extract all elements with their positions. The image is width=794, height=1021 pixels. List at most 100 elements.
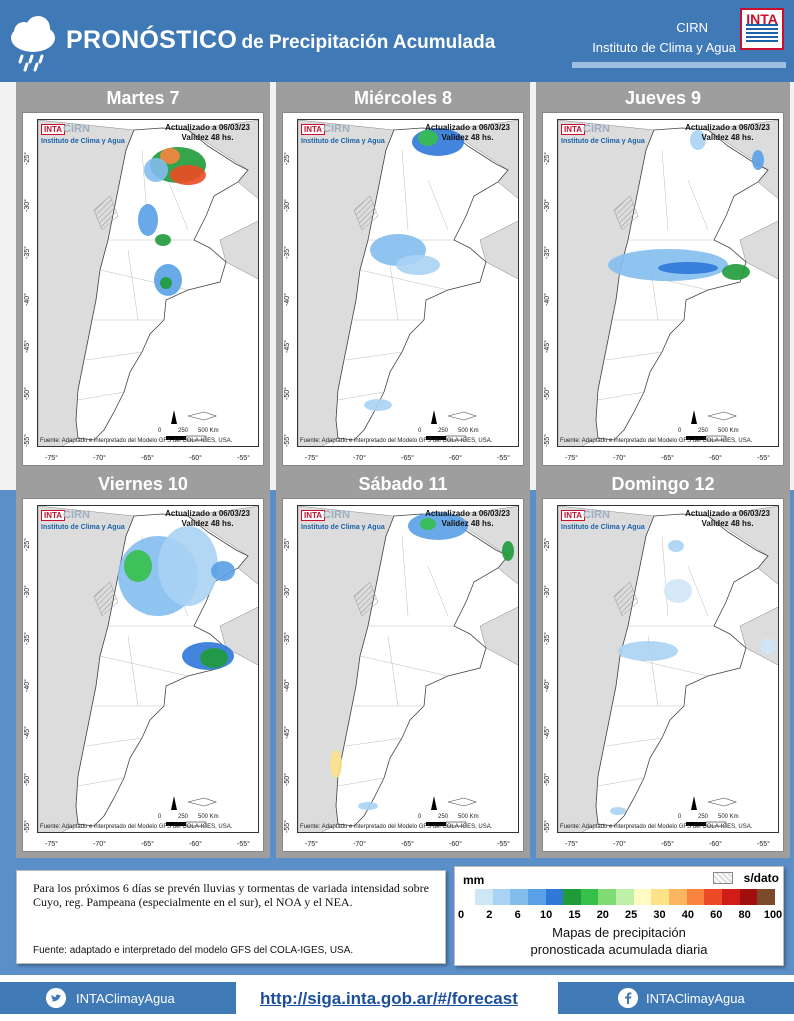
lat-tick: -45° [24,726,31,739]
lat-tick: -50° [544,773,551,786]
scale-label-0: 0 [158,814,162,820]
panel-day-title: Domingo 12 [611,474,715,494]
map-updated: Actualizado a 06/03/23 [685,509,770,518]
lat-tick: -25° [24,152,31,165]
map-frame: INTA CIRN Instituto de Clima y Agua Actuali… [557,505,779,833]
lon-tick: -55° [757,455,770,462]
map-source: Fuente: Adaptado e interpretado del Mode… [40,438,233,444]
lat-tick: -35° [544,632,551,645]
lat-tick: -30° [544,585,551,598]
map-source: Fuente: Adaptado e interpretado del Mode… [40,824,233,830]
lat-tick: -30° [284,199,291,212]
lon-tick: -70° [353,455,366,462]
lon-tick: -65° [141,455,154,462]
twitter-bar[interactable]: INTAClimayAgua [0,982,236,1014]
map-validity: Validez 48 hs. [701,133,754,142]
footer: INTAClimayAgua http://siga.inta.gob.ar/#… [0,975,794,1021]
map-inta-logo: INTA [561,124,586,135]
legend-tick: 40 [681,909,695,921]
lon-tick: -60° [449,841,462,848]
lon-tick: -60° [189,455,202,462]
map-validity: Validez 48 hs. [441,133,494,142]
map-validity: Validez 48 hs. [441,519,494,528]
facebook-bar[interactable]: INTAClimayAgua [558,982,794,1014]
forecast-panel: Martes 7 INTA CIRN Instituto de Clima y Ag… [16,82,270,472]
map-inta-logo: INTA [41,124,66,135]
map-update-info: Actualizado a 06/03/23 Validez 48 hs. [425,509,510,529]
lon-tick: -70° [613,841,626,848]
lon-tick: -75° [45,841,58,848]
forecast-link[interactable]: http://siga.inta.gob.ar/#/forecast [260,989,518,1008]
lon-tick: -55° [237,841,250,848]
scale-label-500: 500 Km [718,428,739,434]
lat-tick: -45° [24,340,31,353]
precip-legend: mm s/dato 0 2 6 10 15 20 25 30 40 60 80 100 Mapas d… [454,866,784,966]
legend-tick: 6 [514,909,521,921]
inta-logo: INTA [740,8,784,50]
lat-tick: -40° [544,293,551,306]
legend-swatch [757,889,775,905]
map-cirn-label: CIRN [323,123,350,135]
lat-tick: -50° [24,387,31,400]
summary-text: Para los próximos 6 días se prevén lluvi… [33,881,429,909]
lat-tick: -25° [284,152,291,165]
forecast-panel: Jueves 9 INTA CIRN Instituto de Clima y Ag… [536,82,790,472]
lat-tick: -30° [544,199,551,212]
inta-logo-text: INTA [746,11,778,27]
lon-tick: -65° [661,841,674,848]
scale-label-0: 0 [158,428,162,434]
lat-tick: -40° [24,679,31,692]
argentina-map [558,120,778,446]
map-institute-label: Instituto de Clima y Agua [41,524,125,531]
lon-tick: -60° [189,841,202,848]
legend-swatch [510,889,528,905]
map-updated: Actualizado a 06/03/23 [165,509,250,518]
lat-tick: -30° [24,585,31,598]
legend-swatch [633,889,652,905]
legend-swatch [545,889,564,905]
map-source: Fuente: Adaptado e interpretado del Mode… [300,824,493,830]
legend-tick: 25 [625,909,638,921]
lat-tick: -40° [284,293,291,306]
lat-tick: -25° [544,538,551,551]
twitter-handle: INTAClimayAgua [76,991,175,1006]
legend-color-bar [475,889,775,905]
forecast-panel: Viernes 10 INTA CIRN Instituto de Clima y … [16,468,270,858]
legend-tick: 60 [710,909,723,921]
map-updated: Actualizado a 06/03/23 [165,123,250,132]
map-update-info: Actualizado a 06/03/23 Validez 48 hs. [165,509,250,529]
map-update-info: Actualizado a 06/03/23 Validez 48 hs. [685,123,770,143]
argentina-map [558,506,778,832]
legend-swatch [492,889,511,905]
title-sub: de Precipitación Acumulada [241,32,496,53]
scale-label-0: 0 [418,428,422,434]
lat-tick: -35° [544,246,551,259]
scale-label-500: 500 Km [458,814,479,820]
legend-swatch [598,889,617,905]
precip-map: INTA CIRN Instituto de Clima y Agua Actuali… [282,498,524,852]
legend-tick: 30 [653,909,666,921]
forecast-panel: Miércoles 8 INTA CIRN Instituto de Clima y… [276,82,530,472]
map-source: Fuente: Adaptado e interpretado del Mode… [300,438,493,444]
panel-day-title: Sábado 11 [358,474,448,494]
legend-swatch [616,889,634,905]
legend-swatch [721,889,740,905]
forecast-panel: Domingo 12 INTA CIRN Instituto de Clima y … [536,468,790,858]
map-inta-logo: INTA [561,510,586,521]
summary-box: Para los próximos 6 días se prevén lluvi… [16,870,446,964]
map-cirn-label: CIRN [63,509,90,521]
legend-caption-1: Mapas de precipitación [552,925,686,940]
lon-tick: -65° [661,455,674,462]
lat-tick: -55° [284,820,291,833]
twitter-icon [46,988,66,1008]
lon-tick: -75° [565,455,578,462]
panel-day-title: Martes 7 [106,88,180,108]
scale-label-250: 250 [438,428,449,434]
lon-tick: -70° [353,841,366,848]
precip-map: INTA CIRN Instituto de Clima y Agua Actuali… [542,112,784,466]
lon-tick: -65° [401,455,414,462]
lat-tick: -55° [544,434,551,447]
title-main: PRONÓSTICO [66,26,238,54]
map-update-info: Actualizado a 06/03/23 Validez 48 hs. [165,123,250,143]
legend-tick: 80 [738,909,751,921]
